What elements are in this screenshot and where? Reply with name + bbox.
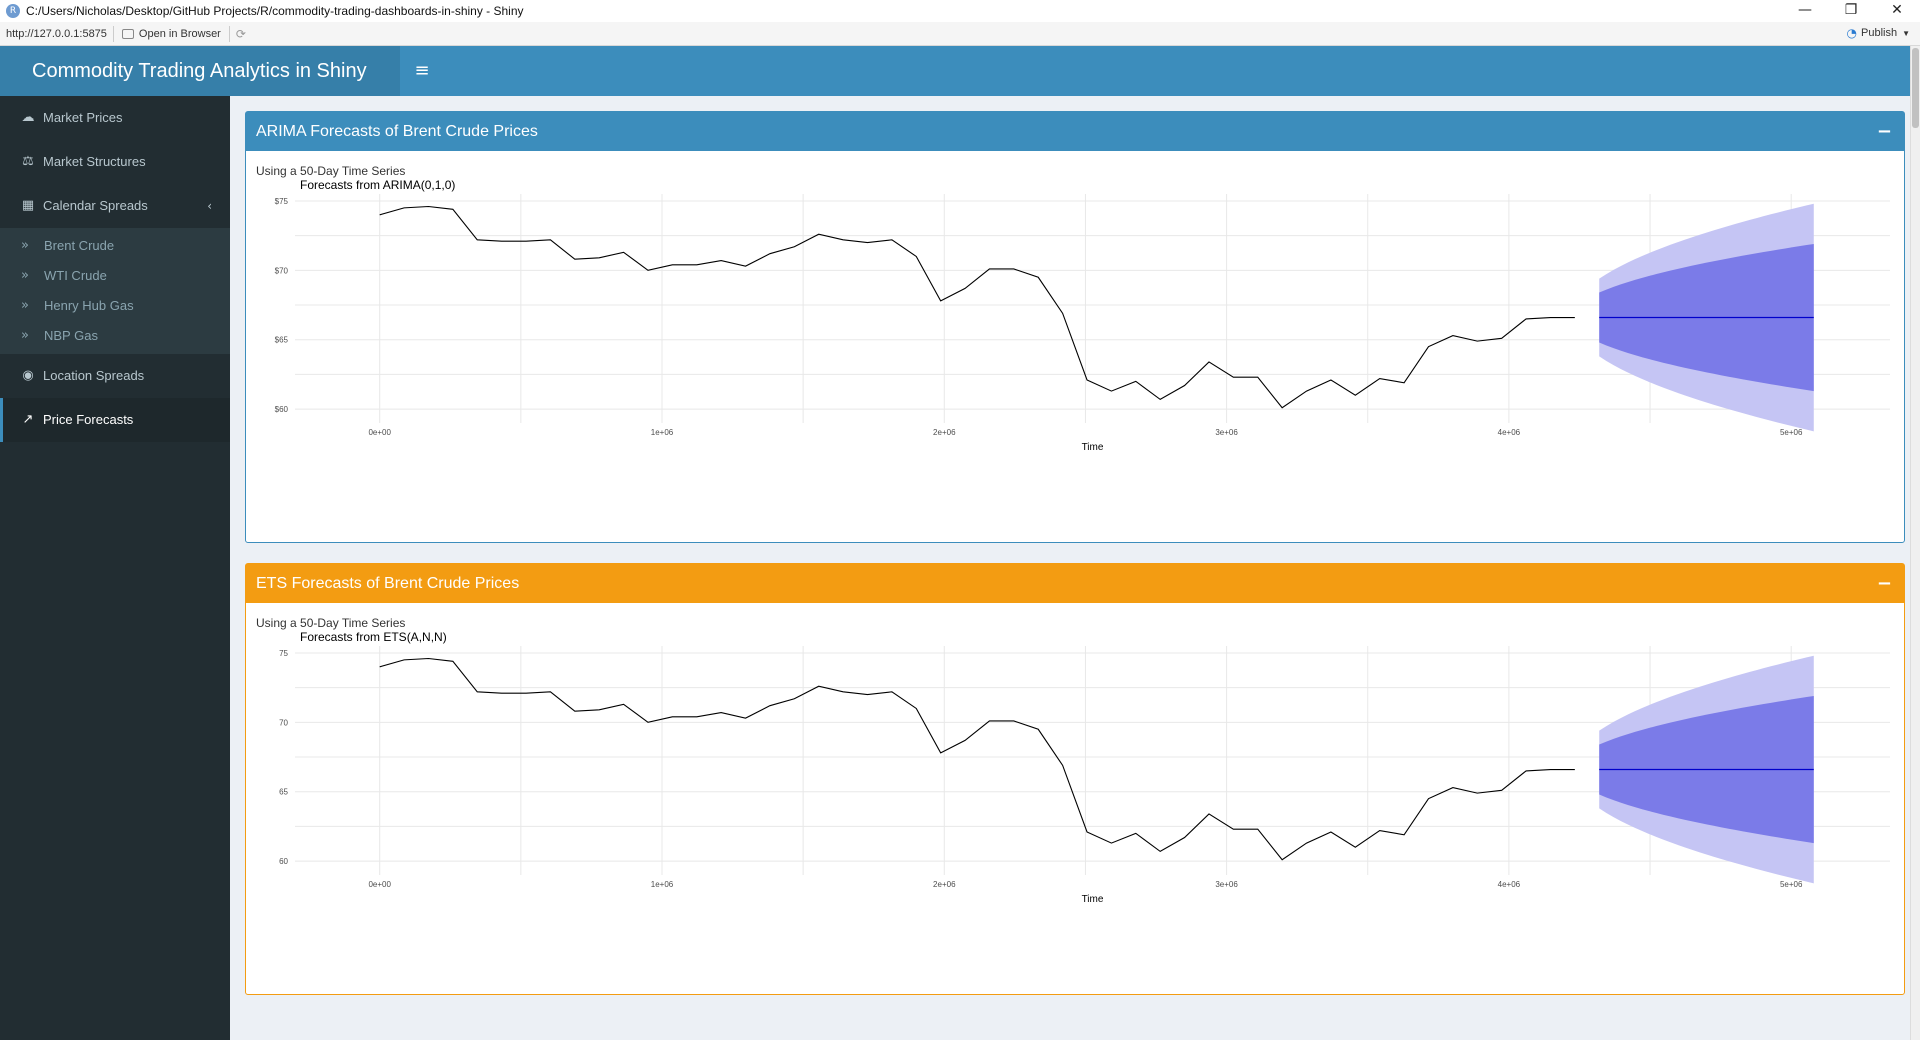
arima-box-subtitle: Using a 50-Day Time Series <box>256 164 406 178</box>
scrollbar[interactable] <box>1910 46 1920 1040</box>
publish-button[interactable]: ◔ Publish ▼ <box>1847 26 1910 40</box>
line-chart-icon: ↗ <box>22 412 34 427</box>
chart-title: Forecasts from ETS(A,N,N) <box>300 630 447 644</box>
ets-forecast-box: ETS Forecasts of Brent Crude Prices − Us… <box>245 563 1905 995</box>
sidebar-subitem-brent-crude[interactable]: » Brent Crude <box>0 231 230 261</box>
app-title: Commodity Trading Analytics in Shiny <box>0 46 400 96</box>
ets-box-header: ETS Forecasts of Brent Crude Prices − <box>246 564 1904 603</box>
x-tick-label: 4e+06 <box>1498 880 1521 889</box>
x-axis-label: Time <box>1082 442 1104 453</box>
sidebar-subitem-label: Henry Hub Gas <box>44 298 134 313</box>
arima-forecast-chart: Forecasts from ARIMA(0,1,0) 0e+00 1e+06 2e+… <box>275 178 1890 453</box>
publish-icon: ◔ <box>1846 26 1857 40</box>
x-tick-label: 1e+06 <box>651 880 674 889</box>
double-angle-right-icon: » <box>21 298 29 313</box>
viewer-toolbar: http://127.0.0.1:5875 Open in Browser ⟳ … <box>0 22 1920 46</box>
arima-forecast-box: ARIMA Forecasts of Brent Crude Prices − … <box>245 111 1905 543</box>
sidebar-item-calendar-spreads[interactable]: ▦ Calendar Spreads ‹ <box>0 184 230 228</box>
y-tick-label: $60 <box>275 405 289 414</box>
double-angle-right-icon: » <box>21 328 29 343</box>
globe-icon: ◉ <box>22 368 34 383</box>
sidebar-subitem-henry-hub-gas[interactable]: » Henry Hub Gas <box>0 291 230 321</box>
y-tick-label: 60 <box>279 857 288 866</box>
calendar-icon: ▦ <box>21 198 35 213</box>
window-titlebar: R C:/Users/Nicholas/Desktop/GitHub Proje… <box>0 0 1920 22</box>
browser-icon <box>121 28 134 39</box>
sidebar: ☁ Market Prices ⚖ Market Structures ▦ Ca… <box>0 96 230 1040</box>
x-tick-label: 2e+06 <box>933 880 956 889</box>
collapse-button[interactable]: − <box>1876 573 1892 594</box>
minimize-button[interactable]: — <box>1798 2 1812 18</box>
y-tick-label: 70 <box>279 718 288 727</box>
history-series-line <box>379 657 1575 861</box>
x-tick-label: 5e+06 <box>1780 428 1803 437</box>
double-angle-right-icon: » <box>21 238 29 253</box>
x-tick-label: 3e+06 <box>1215 880 1238 889</box>
sidebar-item-label: Location Spreads <box>43 368 145 383</box>
sidebar-item-market-structures[interactable]: ⚖ Market Structures <box>0 140 230 184</box>
open-in-browser-button[interactable]: Open in Browser <box>114 25 230 42</box>
arima-box-header: ARIMA Forecasts of Brent Crude Prices − <box>246 112 1904 151</box>
sidebar-subitem-label: WTI Crude <box>44 268 107 283</box>
collapse-button[interactable]: − <box>1876 121 1892 142</box>
y-tick-label: $70 <box>275 266 289 275</box>
sidebar-item-location-spreads[interactable]: ◉ Location Spreads <box>0 354 230 398</box>
x-tick-label: 0e+00 <box>368 880 391 889</box>
x-tick-label: 2e+06 <box>933 428 956 437</box>
restore-button[interactable]: ❐ <box>1844 2 1858 18</box>
sidebar-subitem-wti-crude[interactable]: » WTI Crude <box>0 261 230 291</box>
scrollbar-thumb[interactable] <box>1912 48 1919 128</box>
arima-box-title: ARIMA Forecasts of Brent Crude Prices <box>256 123 538 140</box>
x-tick-label: 3e+06 <box>1215 428 1238 437</box>
double-angle-right-icon: » <box>21 268 29 283</box>
chevron-left-icon: ‹ <box>207 199 212 213</box>
sidebar-item-label: Market Prices <box>43 110 123 125</box>
chevron-down-icon: ▼ <box>1902 28 1910 38</box>
history-series-line <box>379 205 1575 409</box>
x-tick-label: 0e+00 <box>368 428 391 437</box>
r-app-icon: R <box>6 4 20 18</box>
x-tick-label: 1e+06 <box>651 428 674 437</box>
window-controls: — ❐ ✕ <box>1782 0 1920 22</box>
calendar-spreads-submenu: » Brent Crude » WTI Crude » Henry Hub Ga… <box>0 228 230 354</box>
open-in-browser-label: Open in Browser <box>138 27 221 40</box>
x-tick-label: 5e+06 <box>1780 880 1803 889</box>
publish-label: Publish <box>1861 27 1898 39</box>
sidebar-subitem-label: Brent Crude <box>44 238 115 253</box>
arima-forecast-plot: Forecasts from ARIMA(0,1,0) 0e+00 1e+06 2e+… <box>250 178 1900 538</box>
x-tick-label: 4e+06 <box>1498 428 1521 437</box>
sidebar-item-market-prices[interactable]: ☁ Market Prices <box>0 96 230 140</box>
ets-box-subtitle: Using a 50-Day Time Series <box>256 616 406 630</box>
chart-title: Forecasts from ARIMA(0,1,0) <box>300 178 455 192</box>
x-axis-label: Time <box>1082 894 1104 905</box>
sidebar-item-price-forecasts[interactable]: ↗ Price Forecasts <box>0 398 230 442</box>
sidebar-subitem-nbp-gas[interactable]: » NBP Gas <box>0 321 230 351</box>
sidebar-item-label: Calendar Spreads <box>43 198 148 213</box>
sidebar-subitem-label: NBP Gas <box>44 328 98 343</box>
sidebar-item-label: Market Structures <box>43 154 146 169</box>
ets-forecast-chart: Forecasts from ETS(A,N,N) 0e+00 1e+06 2e+06… <box>279 630 1890 905</box>
dashboard-header: Commodity Trading Analytics in Shiny ≡ <box>0 46 1920 96</box>
window-title: C:/Users/Nicholas/Desktop/GitHub Project… <box>26 4 524 18</box>
url-display: http://127.0.0.1:5875 <box>0 25 114 42</box>
balance-scale-icon: ⚖ <box>22 154 34 169</box>
close-button[interactable]: ✕ <box>1891 2 1903 18</box>
sidebar-toggle-icon[interactable]: ≡ <box>414 60 430 81</box>
y-tick-label: 65 <box>279 788 288 797</box>
sidebar-item-label: Price Forecasts <box>43 412 134 427</box>
y-tick-label: $65 <box>275 336 289 345</box>
ets-box-title: ETS Forecasts of Brent Crude Prices <box>256 575 520 592</box>
comment-icon: ☁ <box>21 110 35 125</box>
y-tick-label: $75 <box>275 197 289 206</box>
ets-forecast-plot: Forecasts from ETS(A,N,N) 0e+00 1e+06 2e+06… <box>250 630 1900 990</box>
refresh-icon[interactable]: ⟳ <box>235 26 246 41</box>
y-tick-label: 75 <box>279 649 288 658</box>
